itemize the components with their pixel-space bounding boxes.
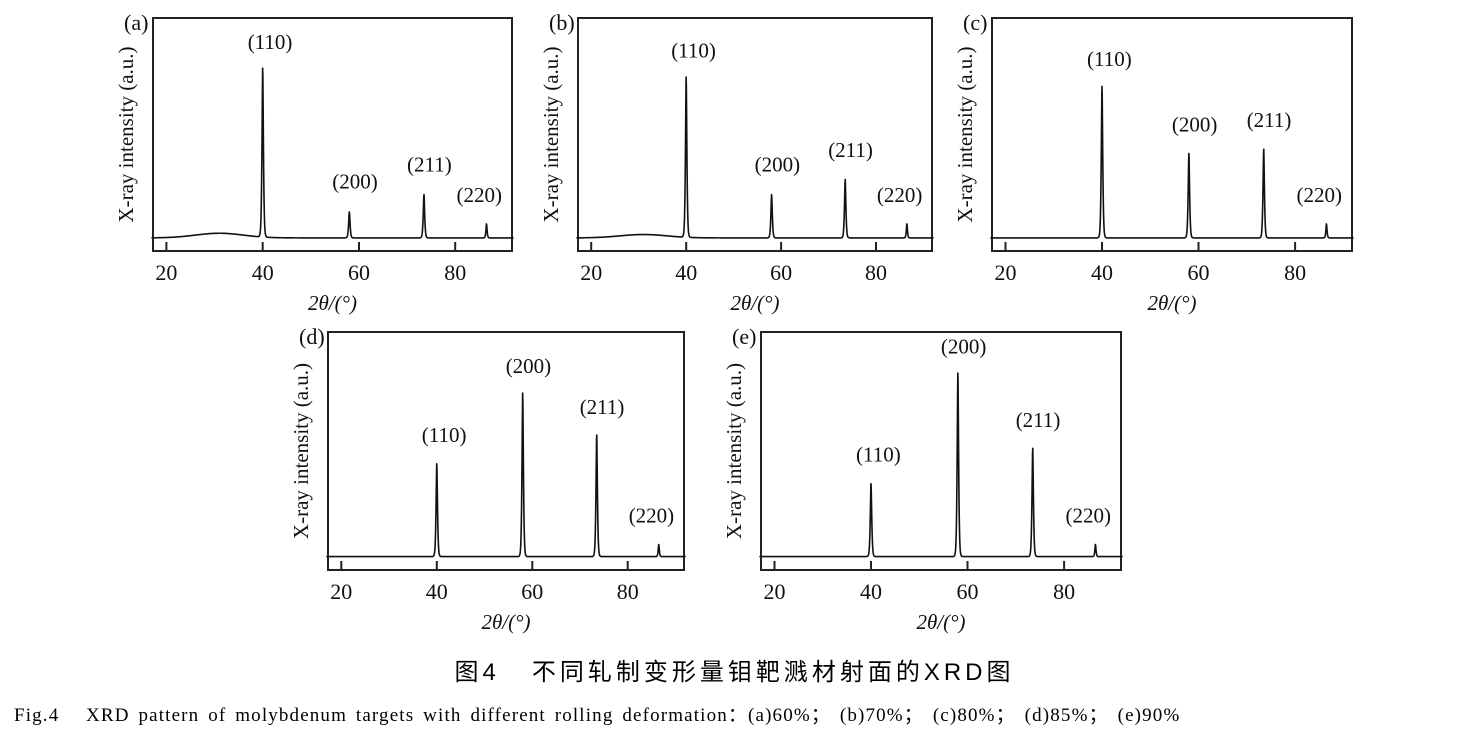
- svg-text:(110): (110): [856, 442, 901, 466]
- svg-text:(220): (220): [629, 504, 675, 528]
- svg-text:60: 60: [521, 579, 543, 604]
- svg-text:80: 80: [444, 260, 466, 285]
- svg-text:60: 60: [348, 260, 370, 285]
- svg-text:(d): (d): [299, 324, 325, 349]
- svg-text:(211): (211): [580, 395, 625, 419]
- svg-text:2θ/(°): 2θ/(°): [1147, 291, 1196, 315]
- svg-text:2θ/(°): 2θ/(°): [481, 610, 530, 634]
- svg-text:(110): (110): [422, 423, 467, 447]
- svg-text:2θ/(°): 2θ/(°): [308, 291, 357, 315]
- svg-text:60: 60: [770, 260, 792, 285]
- svg-text:(211): (211): [407, 153, 452, 177]
- svg-text:(110): (110): [671, 38, 716, 62]
- svg-text:20: 20: [580, 260, 602, 285]
- svg-text:40: 40: [675, 260, 697, 285]
- svg-text:20: 20: [764, 579, 786, 604]
- svg-text:(211): (211): [828, 138, 873, 162]
- svg-text:2θ/(°): 2θ/(°): [916, 610, 965, 634]
- svg-text:(200): (200): [755, 153, 801, 177]
- svg-text:(220): (220): [1066, 504, 1112, 528]
- svg-text:(c): (c): [963, 10, 987, 35]
- svg-text:(211): (211): [1016, 408, 1061, 432]
- svg-text:(211): (211): [1247, 108, 1292, 132]
- svg-text:40: 40: [426, 579, 448, 604]
- svg-text:20: 20: [995, 260, 1017, 285]
- svg-text:20: 20: [330, 579, 352, 604]
- svg-text:(110): (110): [248, 30, 293, 54]
- svg-text:(220): (220): [1297, 183, 1343, 207]
- svg-text:40: 40: [252, 260, 274, 285]
- svg-text:(110): (110): [1087, 47, 1132, 71]
- svg-text:80: 80: [617, 579, 639, 604]
- svg-text:80: 80: [1053, 579, 1075, 604]
- svg-text:X-ray intensity (a.u.): X-ray intensity (a.u.): [289, 363, 313, 539]
- svg-text:(200): (200): [506, 354, 552, 378]
- svg-text:X-ray intensity (a.u.): X-ray intensity (a.u.): [722, 363, 746, 539]
- svg-text:80: 80: [865, 260, 887, 285]
- svg-text:2θ/(°): 2θ/(°): [730, 291, 779, 315]
- svg-text:(e): (e): [732, 324, 756, 349]
- svg-text:(a): (a): [124, 10, 148, 35]
- svg-text:(b): (b): [549, 10, 575, 35]
- svg-text:(200): (200): [1172, 112, 1218, 136]
- svg-text:60: 60: [1188, 260, 1210, 285]
- svg-text:80: 80: [1284, 260, 1306, 285]
- svg-text:(200): (200): [941, 334, 987, 358]
- svg-text:X-ray intensity (a.u.): X-ray intensity (a.u.): [539, 46, 563, 222]
- svg-text:40: 40: [860, 579, 882, 604]
- svg-text:40: 40: [1091, 260, 1113, 285]
- svg-text:20: 20: [155, 260, 177, 285]
- svg-text:(200): (200): [332, 170, 378, 194]
- svg-text:(220): (220): [457, 183, 503, 207]
- svg-text:X-ray intensity (a.u.): X-ray intensity (a.u.): [114, 46, 138, 222]
- svg-text:X-ray intensity (a.u.): X-ray intensity (a.u.): [953, 46, 977, 222]
- svg-text:(220): (220): [877, 183, 923, 207]
- svg-text:60: 60: [957, 579, 979, 604]
